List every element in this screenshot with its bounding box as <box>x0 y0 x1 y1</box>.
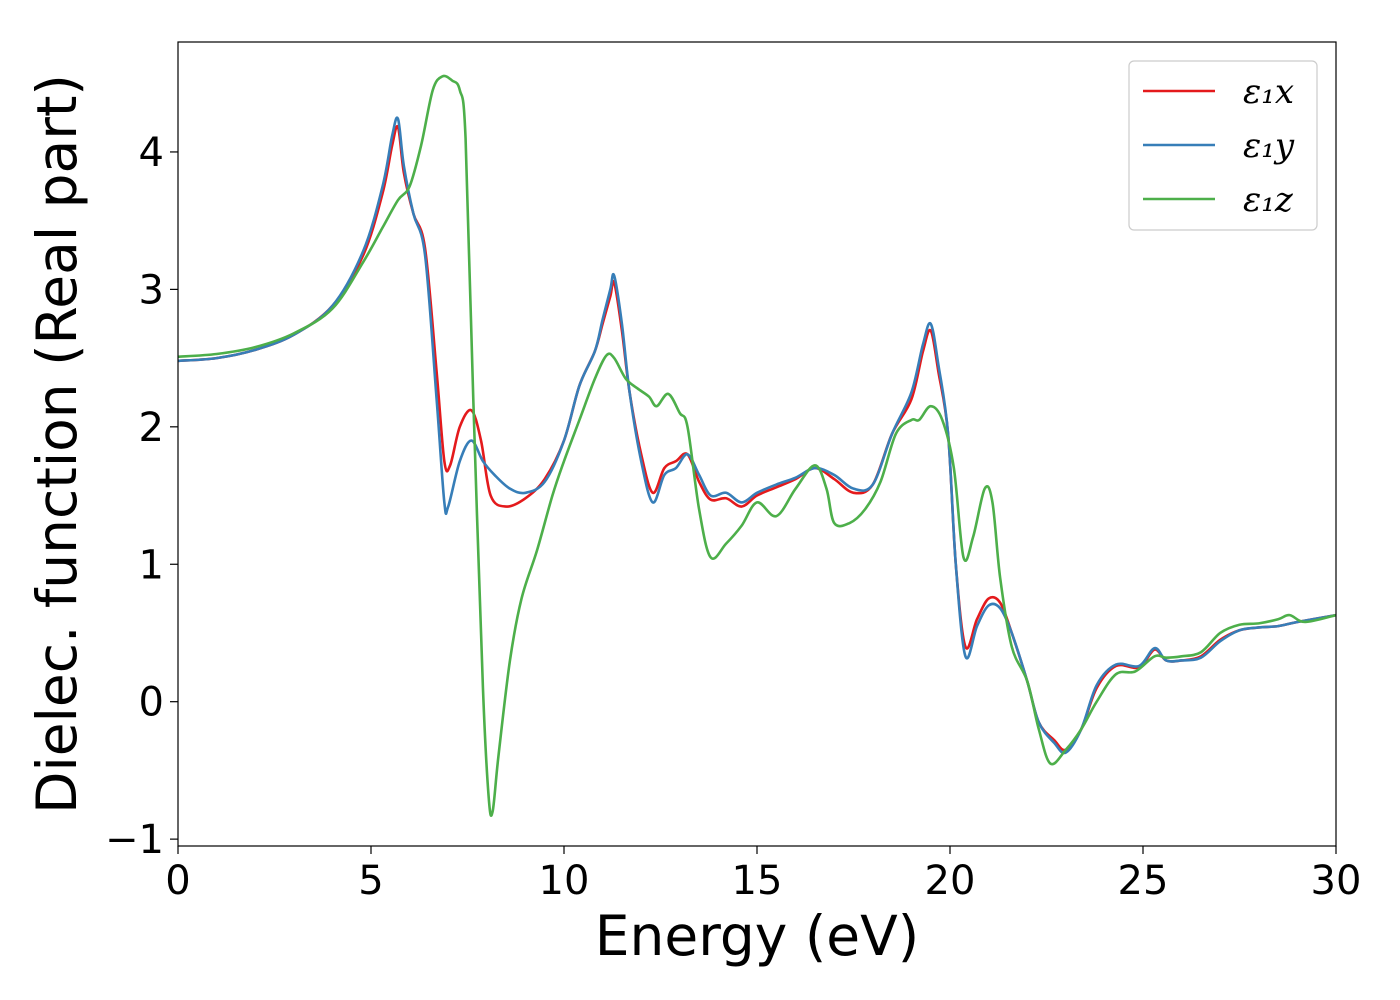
x-tick-label: 25 <box>1118 858 1169 904</box>
x-axis-label: Energy (eV) <box>595 904 919 968</box>
x-tick-label: 5 <box>358 858 383 904</box>
y-tick-label: 4 <box>139 130 164 176</box>
legend-label: ε₁z <box>1243 180 1294 220</box>
y-tick-label: −1 <box>105 817 164 863</box>
y-tick-label: 3 <box>139 267 164 313</box>
x-tick-label: 15 <box>732 858 783 904</box>
series-lines <box>178 74 1336 818</box>
x-tick-label: 20 <box>925 858 976 904</box>
legend-label: ε₁y <box>1243 126 1295 166</box>
y-tick-label: 0 <box>139 680 164 726</box>
y-axis-ticks: −1 0 1 2 3 4 <box>105 130 178 863</box>
y-tick-label: 2 <box>139 405 164 451</box>
series-line-3 <box>178 74 1336 818</box>
legend: ε₁x ε₁y ε₁z <box>1128 60 1318 231</box>
x-tick-label: 0 <box>165 858 190 904</box>
legend-box <box>1128 60 1318 231</box>
x-tick-label: 30 <box>1311 858 1362 904</box>
x-axis-ticks: 0 5 10 15 20 25 30 <box>165 846 1361 904</box>
x-tick-label: 10 <box>539 858 590 904</box>
y-axis-label: Dielec. function (Real part) <box>25 74 89 814</box>
legend-label: ε₁x <box>1243 72 1294 112</box>
y-tick-label: 1 <box>139 542 164 588</box>
